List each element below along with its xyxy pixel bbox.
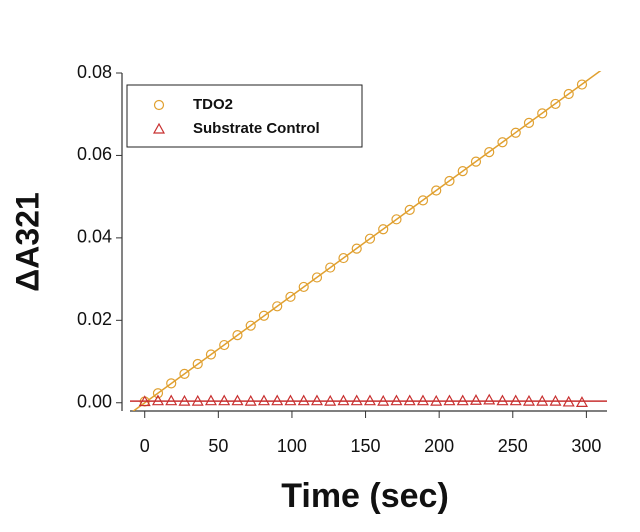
marker-triangle (244, 394, 257, 406)
marker-circle (338, 252, 349, 264)
marker-circle (166, 378, 177, 389)
marker-circle (179, 368, 190, 380)
marker-circle (470, 156, 482, 167)
marker-circle (391, 214, 402, 225)
marker-circle (364, 233, 376, 244)
y-tick-label: 0.08 (77, 62, 112, 82)
marker-triangle (231, 394, 244, 406)
marker-triangle (350, 394, 363, 406)
marker-circle (325, 262, 336, 273)
marker-triangle (575, 396, 588, 407)
marker-triangle (562, 395, 575, 407)
marker-circle (523, 117, 535, 128)
marker-circle (285, 291, 296, 302)
marker-triangle (151, 394, 164, 406)
marker-circle (417, 195, 429, 206)
marker-circle (576, 79, 588, 90)
marker-circle (311, 272, 323, 283)
x-tick-label: 0 (140, 436, 150, 456)
x-tick-label: 250 (498, 436, 528, 456)
marker-triangle (483, 393, 496, 405)
marker-triangle (390, 394, 403, 406)
marker-triangle (297, 394, 310, 406)
marker-triangle (204, 394, 217, 406)
marker-triangle (271, 394, 284, 406)
marker-triangle (218, 394, 231, 406)
legend-marker (153, 99, 165, 111)
marker-circle (497, 137, 508, 148)
y-tick-label: 0.04 (77, 227, 112, 247)
y-tick-label: 0.02 (77, 309, 112, 329)
marker-triangle (443, 394, 456, 406)
legend-text: TDO2 (193, 96, 233, 113)
marker-triangle (403, 394, 416, 406)
marker-triangle (363, 394, 376, 406)
marker-triangle (522, 394, 535, 406)
marker-circle (404, 204, 415, 215)
marker-triangle (324, 394, 337, 406)
x-tick-label: 150 (351, 436, 381, 456)
marker-triangle (509, 394, 522, 406)
marker-circle (444, 175, 455, 187)
marker-circle (192, 358, 203, 370)
marker-circle (457, 166, 468, 177)
marker-triangle (549, 394, 562, 406)
marker-circle (205, 349, 217, 360)
marker-circle (219, 339, 230, 351)
x-axis-label: Time (sec) (281, 477, 449, 515)
marker-triangle (536, 394, 549, 406)
marker-triangle (310, 394, 323, 406)
marker-circle (378, 224, 389, 235)
marker-circle (258, 310, 270, 321)
marker-circle (351, 243, 362, 254)
marker-circle (272, 301, 283, 312)
marker-circle (232, 330, 243, 341)
marker-triangle (165, 394, 178, 406)
y-tick-label: 0.00 (77, 392, 112, 412)
marker-triangle (138, 395, 151, 407)
marker-triangle (469, 394, 482, 405)
x-tick-label: 100 (277, 436, 307, 456)
x-tick-label: 300 (571, 436, 601, 456)
marker-triangle (430, 394, 443, 406)
marker-triangle (377, 394, 390, 406)
marker-circle (152, 388, 164, 399)
marker-circle (550, 98, 561, 110)
marker-triangle (416, 394, 429, 406)
legend-marker (152, 122, 166, 134)
marker-triangle (191, 394, 204, 406)
marker-triangle (456, 394, 469, 406)
marker-circle (431, 185, 442, 196)
marker-circle (563, 88, 574, 100)
legend-text: Substrate Control (193, 120, 320, 137)
x-tick-label: 200 (424, 436, 454, 456)
marker-circle (245, 320, 256, 331)
x-tick-label: 50 (208, 436, 228, 456)
marker-circle (298, 281, 309, 293)
y-tick-label: 0.06 (77, 144, 112, 164)
marker-triangle (257, 394, 270, 406)
legend-box (126, 84, 363, 148)
marker-circle (537, 108, 548, 119)
marker-triangle (337, 394, 350, 406)
fit-line (132, 71, 602, 411)
marker-triangle (178, 394, 191, 406)
marker-triangle (284, 394, 297, 406)
marker-circle (484, 147, 495, 158)
marker-triangle (496, 394, 509, 406)
marker-circle (510, 127, 521, 138)
y-axis-label: ΔA321 (9, 192, 45, 292)
